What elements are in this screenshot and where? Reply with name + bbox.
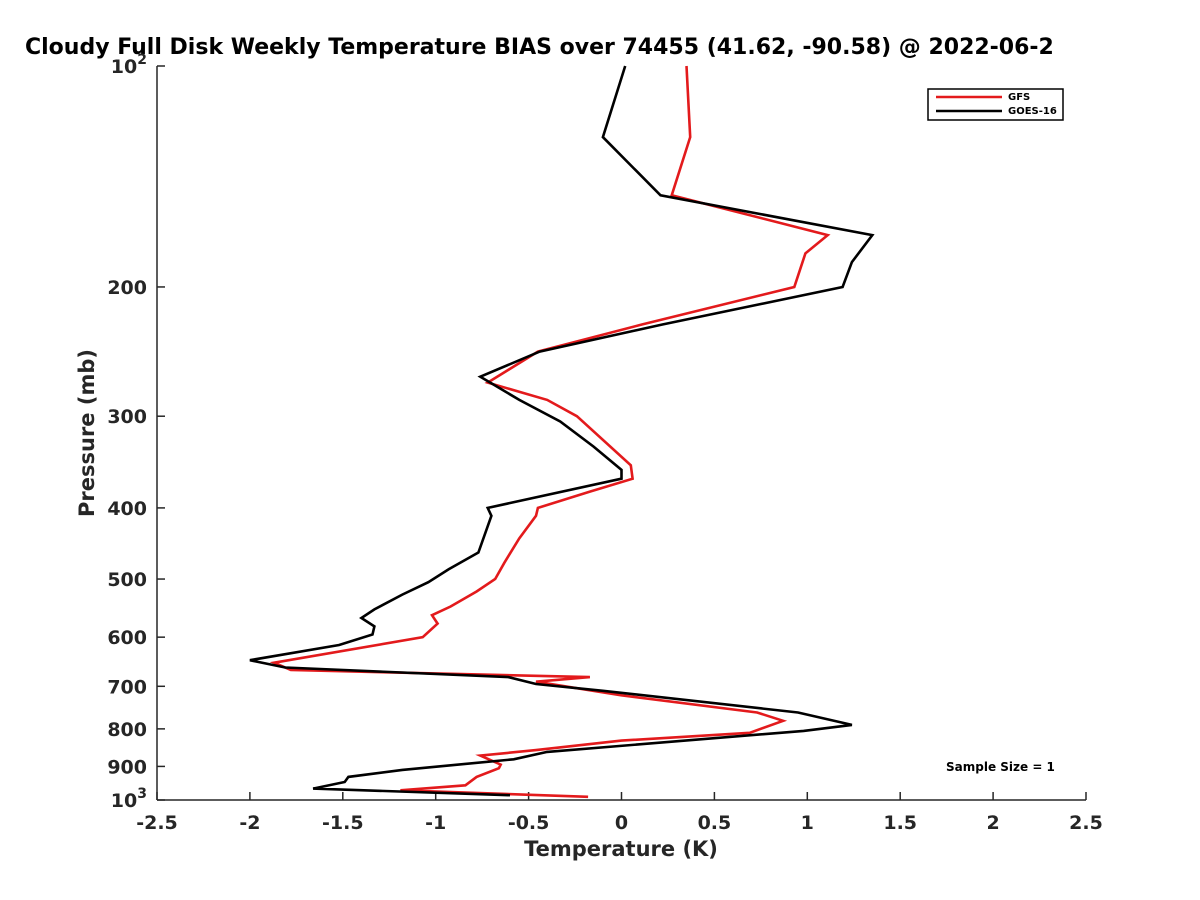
y-tick-label: 103 xyxy=(111,786,147,812)
y-tick-label: 400 xyxy=(107,498,147,520)
series-lines xyxy=(249,65,875,799)
y-tick-label: 200 xyxy=(107,277,147,299)
legend: GFS GOES-16 xyxy=(927,88,1064,121)
y-tick-label: 800 xyxy=(107,719,147,741)
x-tick-label: 1 xyxy=(801,812,814,834)
y-tick-label: 102 xyxy=(111,52,147,78)
y-tick-label: 500 xyxy=(107,569,147,591)
y-tick-label: 700 xyxy=(107,676,147,698)
x-axis-label: Temperature (K) xyxy=(524,837,718,861)
plot-area: -2.5 -2 -1.5 -1 -0.5 0 0.5 1 1.5 2 2.5 102 200 300 40… xyxy=(107,52,1103,834)
x-tick-label: 1.5 xyxy=(883,812,917,834)
sample-size-annotation: Sample Size = 1 xyxy=(946,760,1055,774)
chart-title: Cloudy Full Disk Weekly Temperature BIAS… xyxy=(25,35,1054,60)
x-tick-label: -2 xyxy=(239,812,260,834)
x-tick-label: -0.5 xyxy=(508,812,550,834)
series-line-goes16 xyxy=(249,65,875,797)
y-tick-label: 600 xyxy=(107,627,147,649)
x-tick-label: -1 xyxy=(425,812,446,834)
x-tick-label: 0.5 xyxy=(698,812,732,834)
x-axis-ticks: -2.5 -2 -1.5 -1 -0.5 0 0.5 1 1.5 2 2.5 xyxy=(136,792,1103,834)
x-tick-label: -2.5 xyxy=(136,812,178,834)
y-axis-ticks: 102 200 300 400 500 600 700 800 900 103 xyxy=(107,52,165,812)
legend-label-goes16: GOES-16 xyxy=(1008,106,1057,117)
y-tick-label: 900 xyxy=(107,756,147,778)
x-tick-label: 2 xyxy=(986,812,999,834)
legend-label-gfs: GFS xyxy=(1008,92,1030,103)
x-tick-label: -1.5 xyxy=(322,812,364,834)
x-tick-label: 0 xyxy=(615,812,628,834)
legend-box xyxy=(927,88,1064,121)
x-tick-label: 2.5 xyxy=(1069,812,1103,834)
y-axis-label: Pressure (mb) xyxy=(75,349,99,517)
y-tick-label: 300 xyxy=(107,406,147,428)
series-line-gfs xyxy=(269,65,831,799)
